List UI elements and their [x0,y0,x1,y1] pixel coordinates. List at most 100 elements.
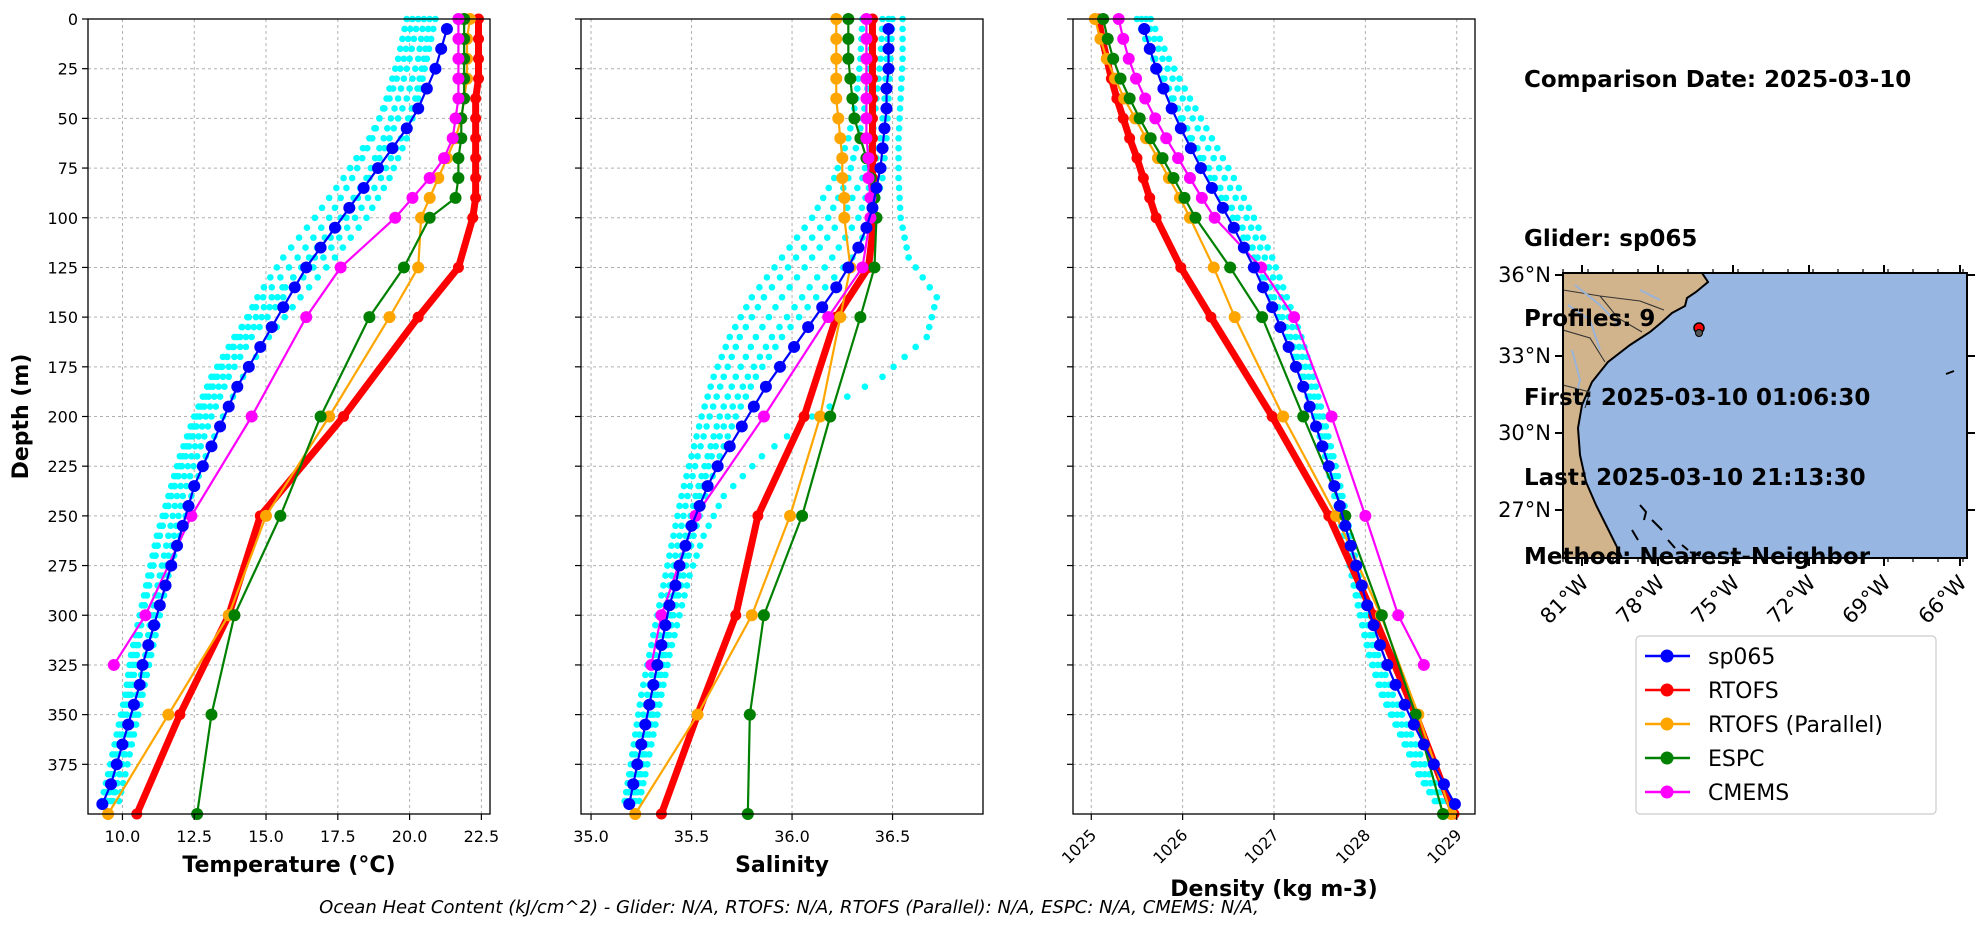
glider-profile-point [399,144,406,152]
glider-profile-point [1174,85,1181,92]
glider-profile-point [279,284,286,291]
glider-profile-point [387,154,395,162]
glider-profile-point [200,403,208,410]
glider-profile-point [786,244,793,251]
glider-profile-point [762,343,770,351]
glider-profile-point [180,443,187,450]
glider-profile-point [335,234,343,241]
glider-profile-point [1382,671,1389,679]
sp065-marker [205,440,218,453]
glider-profile-point [694,452,701,460]
rtofs-marker [470,172,482,184]
glider-profile-point [898,75,905,82]
glider-profile-point [702,472,709,480]
glider-profile-point [1258,274,1266,281]
glider-profile-point [724,393,732,400]
sp065-marker [673,559,686,572]
glider-profile-point [716,383,724,390]
sp065-marker [1138,22,1151,35]
glider-profile-point [654,711,661,718]
sp065-marker [788,340,801,353]
glider-profile-point [1320,413,1327,420]
glider-profile-point [1156,35,1164,43]
espc-marker [314,410,327,423]
glider-profile-point [394,115,402,122]
glider-profile-point [127,651,135,659]
glider-profile-point [328,244,335,251]
glider-profile-point [1396,731,1404,738]
glider-profile-point [123,681,131,689]
glider-profile-point [268,284,276,291]
rtofs-parallel-marker [832,112,845,125]
glider-profile-point [877,134,884,142]
glider-profile-point [855,75,862,82]
cmems-marker [139,609,152,622]
sp065-marker [701,480,714,493]
glider-profile-point [198,423,206,430]
glider-profile-point [895,174,902,182]
glider-profile-point [1403,731,1410,738]
legend-frame [1635,635,1937,815]
glider-profile-point [287,244,295,251]
glider-profile-point [899,224,906,231]
glider-profile-point [707,443,714,450]
glider-profile-point [208,413,215,420]
glider-profile-point [1288,323,1296,331]
legend-sp065-marker [1660,649,1674,663]
glider-profile-point [1401,741,1408,748]
glider-profile-point [401,25,408,33]
rtofs-parallel-marker [814,410,827,423]
glider-profile-point [1269,274,1277,281]
espc-marker [1144,132,1157,145]
glider-profile-point [631,731,639,738]
glider-profile-point [834,164,842,172]
rtofs-marker [730,609,742,621]
sp065-marker [870,181,883,194]
y-tick-label: 275 [47,557,78,576]
glider-profile-point [700,532,707,540]
glider-profile-point [170,472,178,480]
glider-profile-point [209,383,217,390]
glider-profile-point [858,204,866,212]
glider-profile-point [1317,403,1325,410]
glider-profile-point [389,75,396,82]
glider-profile-point [816,244,823,251]
rtofs-parallel-marker [432,172,445,184]
glider-profile-point [353,164,361,172]
glider-profile-point [923,333,931,341]
glider-profile-point [1208,134,1216,142]
glider-profile-point [147,562,154,569]
glider-profile-point [376,144,383,152]
glider-profile-point [1177,115,1185,122]
glider-profile-point [1226,184,1234,192]
glider-profile-point [252,303,260,311]
glider-profile-point [236,343,244,351]
cmems-marker [449,112,462,125]
glider-profile-point [1218,194,1225,202]
glider-profile-point [760,293,768,301]
glider-profile-point [331,204,339,212]
glider-profile-point [409,75,416,82]
glider-profile-point [1261,254,1269,261]
glider-profile-point [171,502,179,510]
cmems-marker [655,609,668,622]
glider-profile-point [351,214,359,222]
sp065-marker [631,758,644,771]
sp065-marker [1322,460,1335,473]
glider-profile-point [683,582,691,589]
cmems-marker [1172,152,1185,165]
rtofs-marker [1266,411,1278,422]
legend-sp065-label: sp065 [1708,645,1775,670]
espc-marker [274,509,287,522]
glider-profile-point [666,552,673,559]
glider-profile-point [347,234,355,241]
glider-profile-point [635,770,643,778]
sp065-marker [159,579,172,592]
density-panel: 1025 1026 1027 1028 1029 Density (kg m-3) [1058,13,1476,902]
glider-profile-point [183,433,191,440]
sp065-marker [1257,281,1270,294]
glider-profile-point [419,75,426,82]
glider-profile-point [705,462,712,470]
y-tick-label: 25 [58,60,78,79]
glider-profile-point [256,323,263,331]
